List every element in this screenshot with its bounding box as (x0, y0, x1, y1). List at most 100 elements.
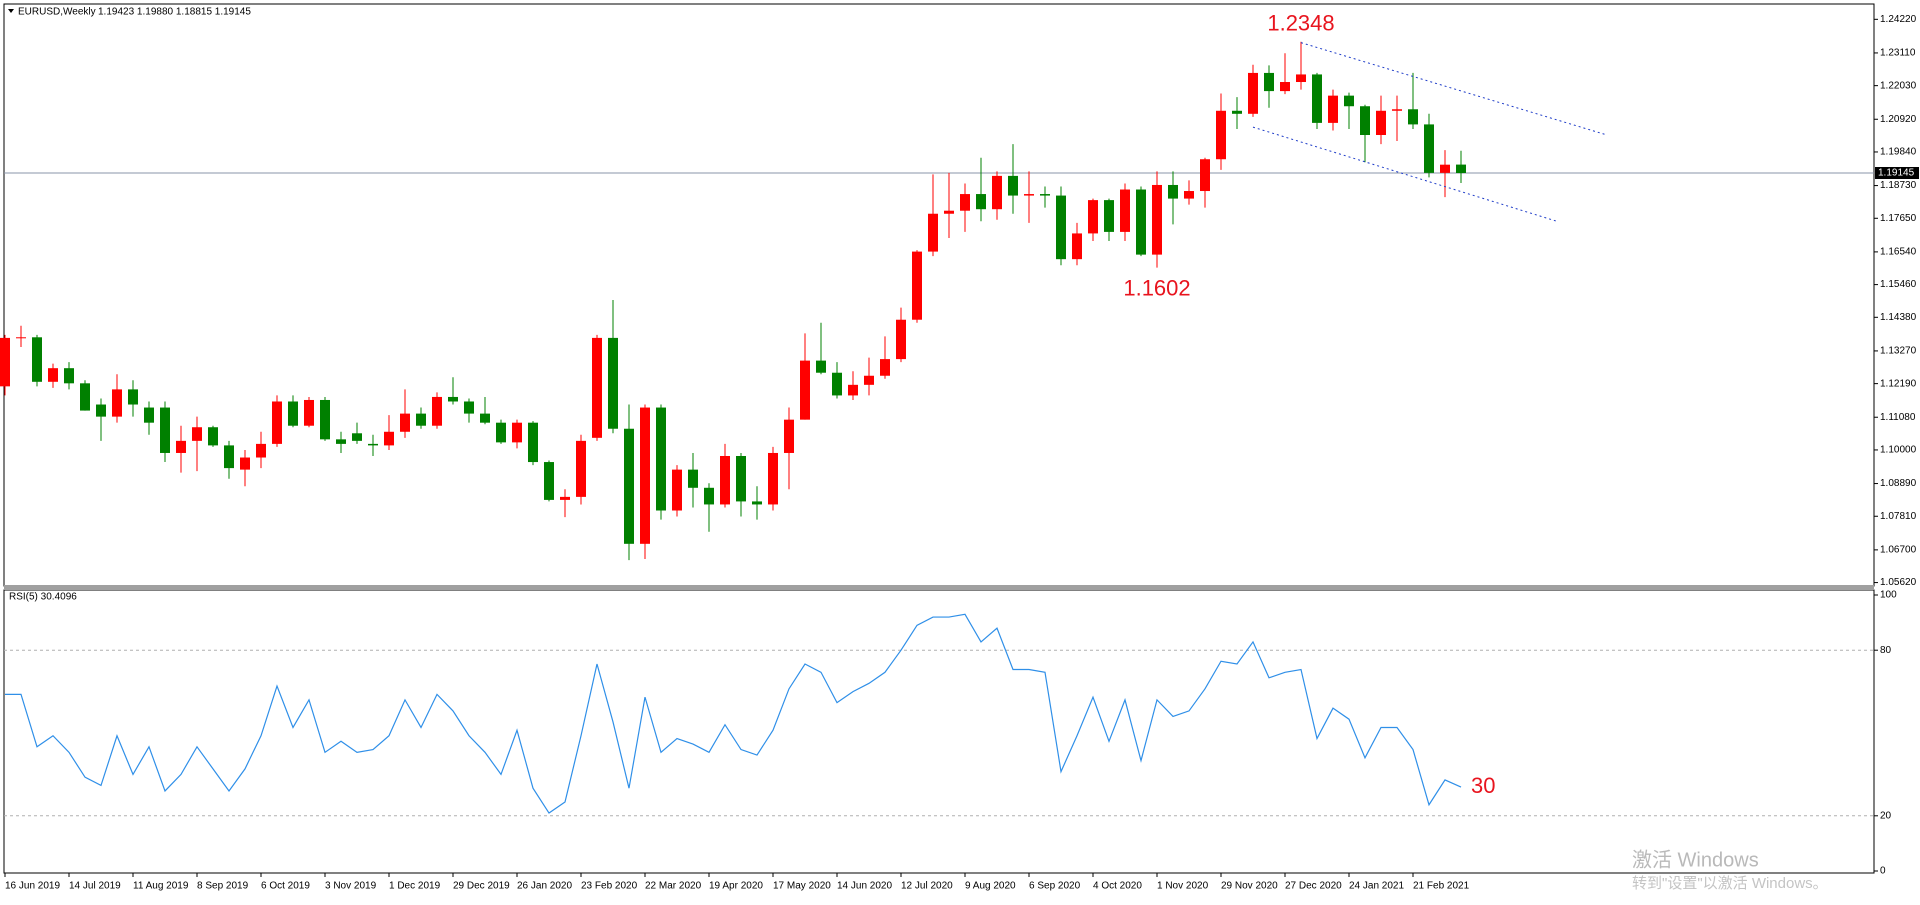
candle-body (688, 469, 698, 488)
y-tick-label: 1.24220 (1880, 14, 1917, 25)
candle-body (1136, 189, 1146, 255)
x-tick-label: 6 Sep 2020 (1029, 881, 1081, 892)
x-tick-label: 27 Dec 2020 (1285, 881, 1342, 892)
y-tick-label: 1.11080 (1880, 412, 1916, 423)
candle-body (512, 422, 522, 443)
candle-body (112, 389, 122, 417)
candle-body (1312, 74, 1322, 123)
x-tick-label: 14 Jun 2020 (837, 881, 892, 892)
candle-body (848, 384, 858, 396)
y-tick-label: 1.16540 (1880, 247, 1917, 258)
candle-body (1072, 233, 1082, 260)
candle-body (880, 359, 890, 376)
candle-body (320, 399, 330, 440)
candle-body (1344, 95, 1354, 107)
annotation: 1.2348 (1267, 11, 1334, 36)
candle-body (1104, 200, 1114, 232)
x-tick-label: 4 Oct 2020 (1093, 881, 1142, 892)
y-tick-label: 20 (1880, 810, 1892, 821)
candle-body (1040, 194, 1050, 196)
ohlc-label: 1.19423 1.19880 1.18815 1.19145 (98, 7, 251, 18)
candle-body (256, 443, 266, 458)
candle-body (704, 487, 714, 505)
candle-body (832, 372, 842, 396)
candle-body (720, 455, 730, 505)
y-tick-label: 1.22030 (1880, 80, 1917, 91)
candle-body (544, 462, 554, 500)
x-tick-label: 16 Jun 2019 (5, 881, 60, 892)
candle-body (912, 251, 922, 320)
candle-body (176, 440, 186, 453)
candle-body (1232, 110, 1242, 114)
candle-body (16, 337, 26, 339)
candle-body (304, 399, 314, 426)
candle-body (80, 383, 90, 411)
y-tick-label: 1.10000 (1880, 445, 1917, 456)
y-tick-label: 1.20920 (1880, 114, 1917, 125)
candle-body (1024, 194, 1034, 196)
y-tick-label: 1.07810 (1880, 511, 1917, 522)
candle-body (1184, 191, 1194, 199)
candle-body (864, 375, 874, 385)
x-tick-label: 6 Oct 2019 (261, 881, 310, 892)
y-tick-label: 1.18730 (1880, 180, 1917, 191)
candle-body (1440, 164, 1450, 173)
x-tick-label: 26 Jan 2020 (517, 881, 572, 892)
candle-body (1120, 189, 1130, 232)
trendline (1252, 126, 1558, 222)
candle-body (432, 396, 442, 426)
x-tick-label: 11 Aug 2019 (133, 881, 189, 892)
x-tick-label: 1 Nov 2020 (1157, 881, 1209, 892)
candle-body (0, 337, 10, 387)
candle-body (464, 401, 474, 414)
y-tick-label: 1.14380 (1880, 312, 1917, 323)
candle-body (1408, 109, 1418, 125)
candle-body (928, 213, 938, 252)
candle-body (288, 401, 298, 426)
candle-body (224, 445, 234, 469)
candle-body (448, 396, 458, 402)
x-tick-label: 29 Nov 2020 (1221, 881, 1278, 892)
candle-body (400, 413, 410, 432)
x-tick-label: 17 May 2020 (773, 881, 831, 892)
candle-body (1008, 175, 1018, 196)
candle-body (976, 194, 986, 210)
menu-arrow[interactable] (8, 9, 14, 13)
candle-body (1424, 124, 1434, 173)
candle-body (64, 368, 74, 384)
candle-body (128, 389, 138, 405)
candle-body (1280, 82, 1290, 92)
candle-body (1216, 110, 1226, 160)
candle-body (1296, 74, 1306, 83)
current-price-box (1875, 167, 1919, 180)
candle-body (768, 452, 778, 505)
candle-body (208, 427, 218, 446)
candle-body (272, 401, 282, 444)
rsi-label: RSI(5) 30.4096 (9, 592, 77, 603)
candle-body (144, 407, 154, 423)
candle-body (192, 427, 202, 441)
y-tick-label: 1.05620 (1880, 577, 1917, 588)
y-tick-label: 1.19840 (1880, 147, 1917, 158)
candle-body (944, 210, 954, 214)
candle-body (1264, 72, 1274, 92)
candle-body (656, 407, 666, 511)
y-tick-label: 80 (1880, 645, 1892, 656)
x-tick-label: 21 Feb 2021 (1413, 881, 1470, 892)
candle-body (240, 457, 250, 470)
y-tick-label: 1.23110 (1880, 48, 1916, 59)
candle-body (384, 431, 394, 446)
candle-body (800, 360, 810, 420)
panel-splitter (4, 585, 1874, 590)
x-tick-label: 1 Dec 2019 (389, 881, 441, 892)
candle-body (752, 501, 762, 505)
candle-body (96, 404, 106, 417)
candle-body (352, 433, 362, 441)
candle-body (416, 413, 426, 426)
candle-body (1360, 106, 1370, 136)
y-tick-label: 1.08890 (1880, 478, 1917, 489)
x-tick-label: 3 Nov 2019 (325, 881, 377, 892)
candle-body (624, 428, 634, 544)
